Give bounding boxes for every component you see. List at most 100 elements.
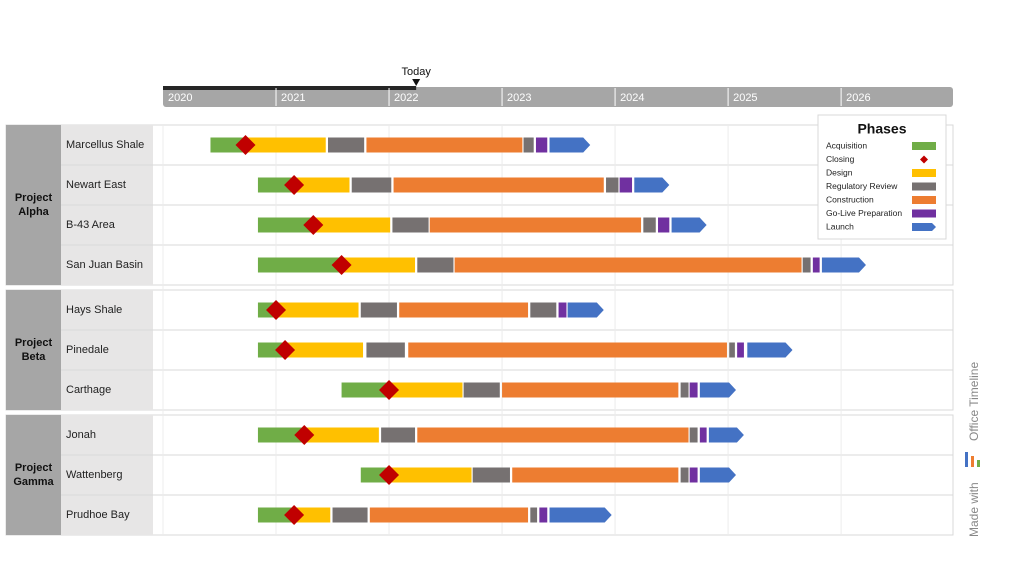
phase-bar [512,467,679,483]
phase-bar [802,257,811,273]
row-label: Wattenberg [66,469,122,481]
phase-bar [472,467,510,483]
closing-milestone [235,135,256,155]
logo-bar [977,460,980,467]
launch-bar [549,507,612,523]
closing-milestone [284,505,305,525]
phase-bar [257,342,286,358]
phase-bar [393,177,604,193]
launch-bar [699,382,737,398]
legend-title: Phases [857,121,906,137]
row-label: B-43 Area [66,219,116,231]
row-label-column [61,415,153,535]
row-label: Newart East [66,179,126,191]
phase-bar [257,217,314,233]
legend-swatch [912,223,936,231]
x-tick-label: 2022 [394,92,418,104]
row-label: Marcellus Shale [66,139,144,151]
phase-bar [360,302,397,318]
legend-label: Go-Live Preparation [826,208,902,218]
closing-milestone [379,380,400,400]
phase-bar [294,177,350,193]
today-marker [412,79,421,86]
closing-milestone [303,215,324,235]
phase-bar [729,342,735,358]
row-label: San Juan Basin [66,259,143,271]
legend-label: Design [826,167,853,177]
group-label: Project Beta [6,290,61,410]
row-label: Hays Shale [66,304,122,316]
legend-label: Closing [826,154,855,164]
phase-bar [399,302,529,318]
phase-bar [389,467,472,483]
row-label: Pinedale [66,344,109,356]
launch-bar [821,257,866,273]
phase-bar [523,137,534,153]
phase-bar [257,427,305,443]
row-label-column [61,290,153,410]
legend-label: Acquisition [826,140,867,150]
phase-bar [417,257,454,273]
phase-bar [366,342,405,358]
phase-bar [257,177,295,193]
x-tick-label: 2024 [620,92,644,104]
phase-bar [304,427,379,443]
phase-bar [680,467,689,483]
phase-bar [680,382,689,398]
phase-bar [257,507,295,523]
phase-bar [454,257,802,273]
legend-swatch [912,142,936,150]
launch-bar [671,217,707,233]
launch-bar [634,177,670,193]
closing-milestone [294,425,315,445]
logo-bar [965,452,968,467]
phase-bar [341,257,416,273]
watermark-logo [965,452,980,467]
launch-bar [699,467,737,483]
launch-bar [549,137,591,153]
launch-bar [747,342,793,358]
closing-milestone [379,465,400,485]
phase-bar [341,382,390,398]
phase-bar [245,137,326,153]
phase-bar [535,137,548,153]
x-tick-label: 2026 [846,92,870,104]
phase-bar [429,217,642,233]
phase-bar [606,177,619,193]
phase-bar [699,427,707,443]
phase-bar [417,427,689,443]
closing-milestone [275,340,296,360]
phase-bar [257,257,342,273]
watermark-prefix: Made with [967,482,981,537]
phase-bar [366,137,523,153]
phase-bar [389,382,463,398]
phase-bar [530,302,557,318]
closing-milestone [284,175,305,195]
phase-bar [539,507,548,523]
group-label: Project Gamma [6,415,61,535]
phase-bar [369,507,529,523]
phase-bar [392,217,429,233]
row-label: Prudhoe Bay [66,509,130,521]
phase-bar [408,342,727,358]
legend-label: Regulatory Review [826,181,898,191]
legend-label: Launch [826,221,854,231]
phase-bar [210,137,246,153]
phase-bar [658,217,670,233]
row-label: Carthage [66,384,111,396]
legend-swatch [912,209,936,218]
group-label: Project Alpha [6,125,61,285]
phase-bar [558,302,567,318]
phase-bar [351,177,392,193]
phase-bar [381,427,416,443]
phase-bar [530,507,538,523]
phase-bar [643,217,656,233]
closing-milestone [266,300,287,320]
x-tick-label: 2021 [281,92,305,104]
phase-bar [619,177,633,193]
x-tick-label: 2020 [168,92,192,104]
logo-bar [971,456,974,467]
phase-bar [463,382,500,398]
